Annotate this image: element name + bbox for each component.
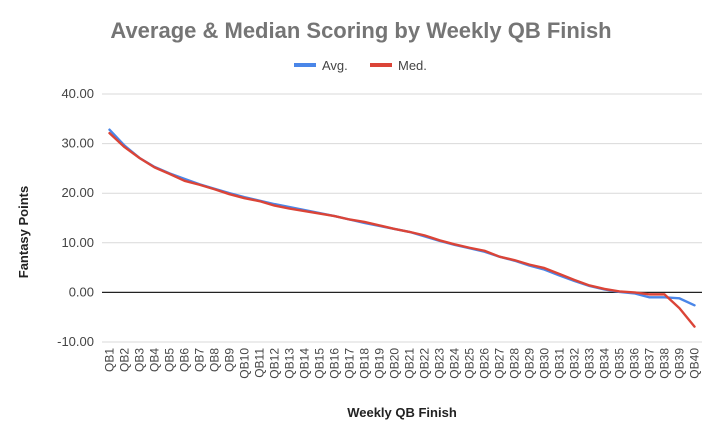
x-tick-label: QB28	[508, 348, 522, 379]
y-tick-label: 20.00	[61, 185, 94, 200]
x-tick-label: QB20	[388, 348, 402, 379]
x-tick-label: QB4	[148, 348, 162, 372]
x-tick-label: QB19	[373, 348, 387, 379]
x-tick-label: QB40	[688, 348, 702, 379]
legend: Avg. Med.	[294, 58, 427, 73]
legend-label-avg: Avg.	[322, 58, 348, 73]
x-tick-label: QB31	[553, 348, 567, 379]
x-tick-label: QB34	[598, 348, 612, 379]
x-tick-label: QB30	[538, 348, 552, 379]
x-tick-label: QB7	[193, 348, 207, 372]
x-tick-label: QB26	[478, 348, 492, 379]
x-tick-label: QB39	[673, 348, 687, 379]
x-axis-title: Weekly QB Finish	[347, 405, 457, 420]
x-tick-label: QB37	[643, 348, 657, 379]
x-tick-label: QB22	[418, 348, 432, 379]
y-tick-label: 40.00	[61, 86, 94, 101]
x-tick-label: QB14	[298, 348, 312, 379]
x-tick-label: QB32	[568, 348, 582, 379]
x-tick-label: QB23	[433, 348, 447, 379]
x-tick-label: QB25	[463, 348, 477, 379]
x-tick-label: QB6	[178, 348, 192, 372]
y-tick-label: 0.00	[69, 284, 94, 299]
x-tick-label: QB11	[253, 348, 267, 378]
y-tick-label: -10.00	[57, 334, 94, 349]
x-tick-label: QB16	[328, 348, 342, 379]
series-lines	[108, 128, 696, 328]
x-tick-label: QB21	[403, 348, 417, 379]
legend-swatch-med	[370, 63, 392, 67]
legend-swatch-avg	[294, 63, 316, 67]
x-tick-label: QB5	[163, 348, 177, 372]
x-tick-label: QB17	[343, 348, 357, 379]
x-tick-label: QB29	[523, 348, 537, 379]
x-tick-label: QB33	[583, 348, 597, 379]
chart-title: Average & Median Scoring by Weekly QB Fi…	[110, 18, 611, 43]
x-tick-label: QB38	[658, 348, 672, 379]
x-tick-label: QB18	[358, 348, 372, 379]
legend-label-med: Med.	[398, 58, 427, 73]
x-tick-label: QB13	[283, 348, 297, 379]
x-tick-label: QB27	[493, 348, 507, 379]
x-tick-label: QB12	[268, 348, 282, 379]
gridlines	[102, 93, 702, 343]
y-axis-ticks: -10.00 0.00 10.00 20.00 30.00 40.00	[57, 86, 94, 349]
y-tick-label: 10.00	[61, 235, 94, 250]
y-tick-label: 30.00	[61, 136, 94, 151]
x-tick-label: QB2	[118, 348, 132, 372]
x-tick-label: QB35	[613, 348, 627, 379]
x-axis-ticks: QB1 QB2 QB3 QB4 QB5 QB6 QB7 QB8 QB9 QB10 QB11 QB12 Q…	[103, 348, 702, 379]
y-axis-title: Fantasy Points	[16, 186, 31, 278]
x-tick-label: QB10	[238, 348, 252, 379]
x-tick-label: QB3	[133, 348, 147, 372]
x-tick-label: QB15	[313, 348, 327, 379]
x-tick-label: QB9	[223, 348, 237, 372]
x-tick-label: QB36	[628, 348, 642, 379]
x-tick-label: QB8	[208, 348, 222, 372]
x-tick-label: QB24	[448, 348, 462, 379]
series-line-med	[108, 131, 696, 328]
x-tick-label: QB1	[103, 348, 117, 372]
